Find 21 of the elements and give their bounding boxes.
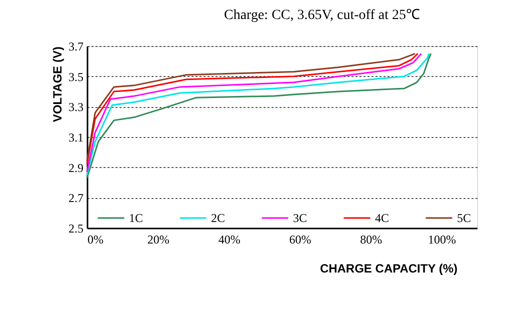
y-tick-label: 3.1: [68, 130, 84, 144]
x-tick-label: 0%: [88, 232, 104, 246]
y-tick-label: 3.5: [68, 70, 84, 84]
x-tick-label: 100%: [428, 232, 456, 246]
chart-title: Charge: CC, 3.65V, cut-off at 25℃: [224, 8, 420, 23]
legend-label: 4C: [375, 211, 390, 225]
y-tick-label: 2.5: [68, 222, 84, 236]
legend-label: 5C: [457, 211, 472, 225]
x-tick-label: 40%: [218, 232, 240, 246]
x-axis-title: CHARGE CAPACITY (%): [320, 262, 458, 276]
legend-label: 2C: [211, 211, 226, 225]
y-tick-label: 2.9: [68, 160, 84, 175]
y-tick-label: 3.3: [68, 100, 84, 114]
legend-label: 3C: [293, 211, 308, 225]
legend-label: 1C: [129, 211, 144, 225]
y-axis-title: VOLTAGE (V): [50, 46, 64, 122]
x-tick-label: 60%: [289, 232, 312, 246]
x-tick-label: 80%: [360, 232, 382, 246]
y-tick-label: 3.7: [68, 40, 84, 54]
x-tick-label: 20%: [147, 232, 170, 246]
y-tick-label: 2.7: [68, 191, 84, 206]
